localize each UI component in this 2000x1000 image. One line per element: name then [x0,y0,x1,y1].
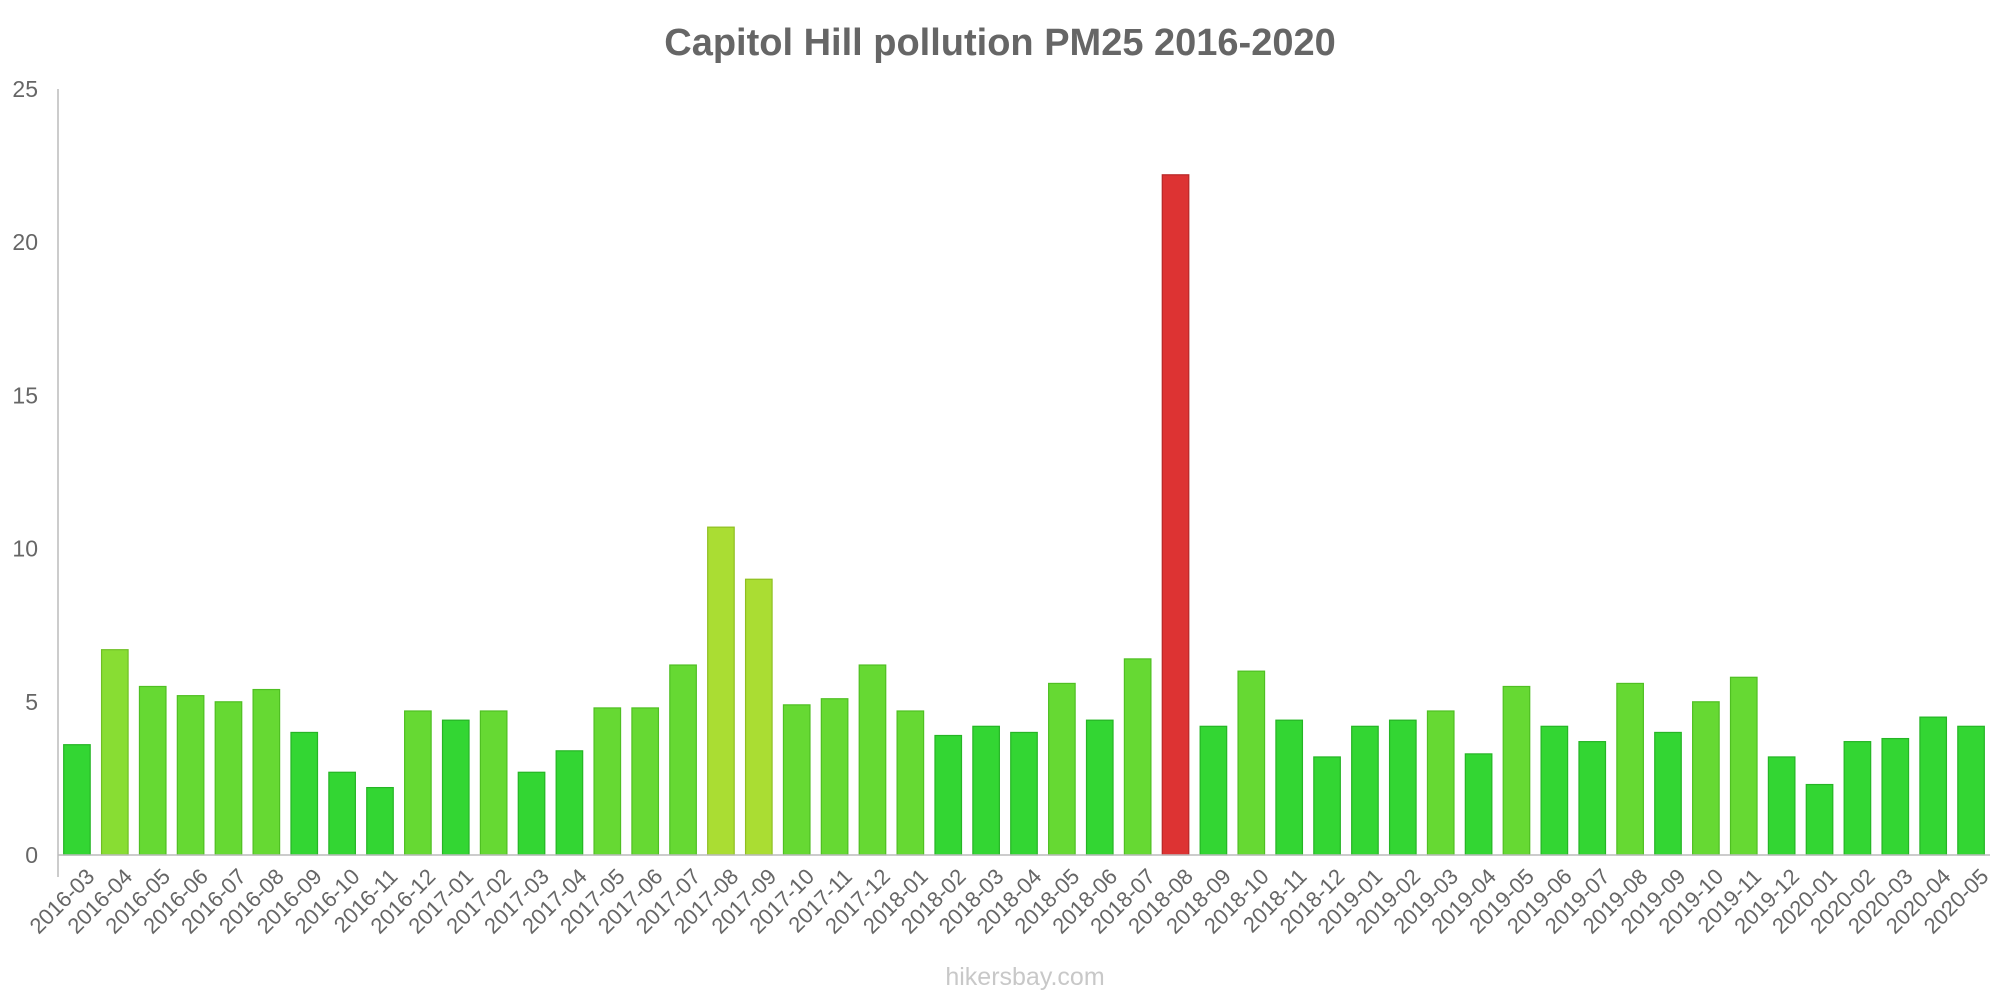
bar-2019-04[interactable] [1464,753,1493,856]
bar-2016-09[interactable] [290,731,319,856]
bar-2019-08[interactable] [1616,682,1644,856]
bar-2019-05[interactable] [1502,685,1531,856]
y-tick-label: 20 [12,229,38,255]
watermark: hikersbay.com [945,963,1104,991]
bar-2016-12[interactable] [404,710,432,856]
bar-2018-03[interactable] [972,725,1000,856]
x-axis: 2016-032016-042016-052016-062016-072016-… [25,854,1993,939]
bar-2016-11[interactable] [366,786,394,856]
bar-2017-03[interactable] [517,771,546,856]
bar-2017-06[interactable] [631,707,660,856]
bar-2020-03[interactable] [1881,737,1910,856]
bar-2016-06[interactable] [176,695,205,856]
bar-2019-11[interactable] [1729,676,1758,856]
bar-2016-08[interactable] [252,688,281,856]
bar-2019-02[interactable] [1388,719,1417,856]
bar-2016-10[interactable] [328,771,356,856]
bar-2018-10[interactable] [1237,670,1266,856]
bar-2019-09[interactable] [1654,731,1682,856]
bars [63,174,1985,856]
y-tick-label: 10 [12,536,38,562]
y-tick-label: 0 [25,842,38,868]
y-tick-label: 25 [12,76,38,102]
bar-2017-11[interactable] [820,698,849,856]
bar-2018-08[interactable] [1161,174,1190,856]
bar-2018-02[interactable] [934,734,963,856]
bar-2020-02[interactable] [1843,741,1872,856]
chart-title: Capitol Hill pollution PM25 2016-2020 [664,22,1336,64]
bar-2017-04[interactable] [555,750,584,856]
bar-2016-03[interactable] [63,744,91,856]
bar-2018-12[interactable] [1313,756,1341,856]
bar-2019-01[interactable] [1351,725,1379,856]
bar-2017-02[interactable] [479,710,508,856]
y-tick-label: 15 [12,382,38,408]
bar-2018-04[interactable] [1010,731,1038,856]
bar-2019-07[interactable] [1578,741,1607,856]
bar-2020-04[interactable] [1919,716,1948,856]
bar-2017-10[interactable] [782,704,811,856]
bar-2019-10[interactable] [1692,701,1720,856]
bar-2016-05[interactable] [138,685,167,856]
bar-2018-09[interactable] [1199,725,1228,856]
bar-2017-09[interactable] [744,578,773,856]
bar-2019-12[interactable] [1767,756,1796,856]
bar-2020-01[interactable] [1805,783,1834,856]
bar-2017-12[interactable] [858,664,887,856]
bar-2018-11[interactable] [1275,719,1304,856]
y-axis: 0 5 10 15 20 25 [12,76,59,877]
bar-2016-07[interactable] [214,701,243,856]
bar-2018-07[interactable] [1123,658,1152,856]
bar-2016-04[interactable] [100,649,129,856]
bar-2017-05[interactable] [593,707,622,856]
bar-2017-07[interactable] [669,664,697,856]
bar-2019-03[interactable] [1426,710,1455,856]
bar-2018-06[interactable] [1085,719,1114,856]
bar-2020-05[interactable] [1957,725,1985,856]
bar-2017-08[interactable] [707,526,735,856]
y-tick-label: 5 [25,689,38,715]
bar-2017-01[interactable] [441,719,470,856]
bar-2019-06[interactable] [1540,725,1569,856]
bar-2018-01[interactable] [896,710,925,856]
bar-2018-05[interactable] [1048,682,1076,856]
